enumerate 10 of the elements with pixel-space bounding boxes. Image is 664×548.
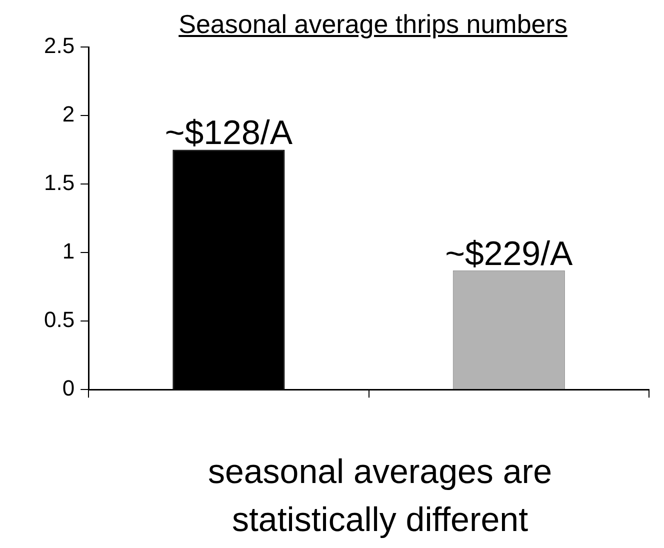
annotation: ~$229/A bbox=[445, 234, 574, 273]
y-tick-label: 1 bbox=[62, 238, 75, 264]
y-tick-label: 2 bbox=[62, 102, 75, 127]
y-tick-label: 1.5 bbox=[44, 170, 75, 196]
text: seasonal averages are statistically different bbox=[206, 452, 553, 541]
y-tick-label: 0.5 bbox=[44, 307, 75, 332]
annotation: ~$128/A bbox=[164, 114, 293, 152]
chart-title: Seasonal average thrips numbers bbox=[178, 8, 568, 40]
y-tick-label: 2.5 bbox=[44, 33, 75, 58]
y-tick-label: 0 bbox=[62, 376, 75, 401]
